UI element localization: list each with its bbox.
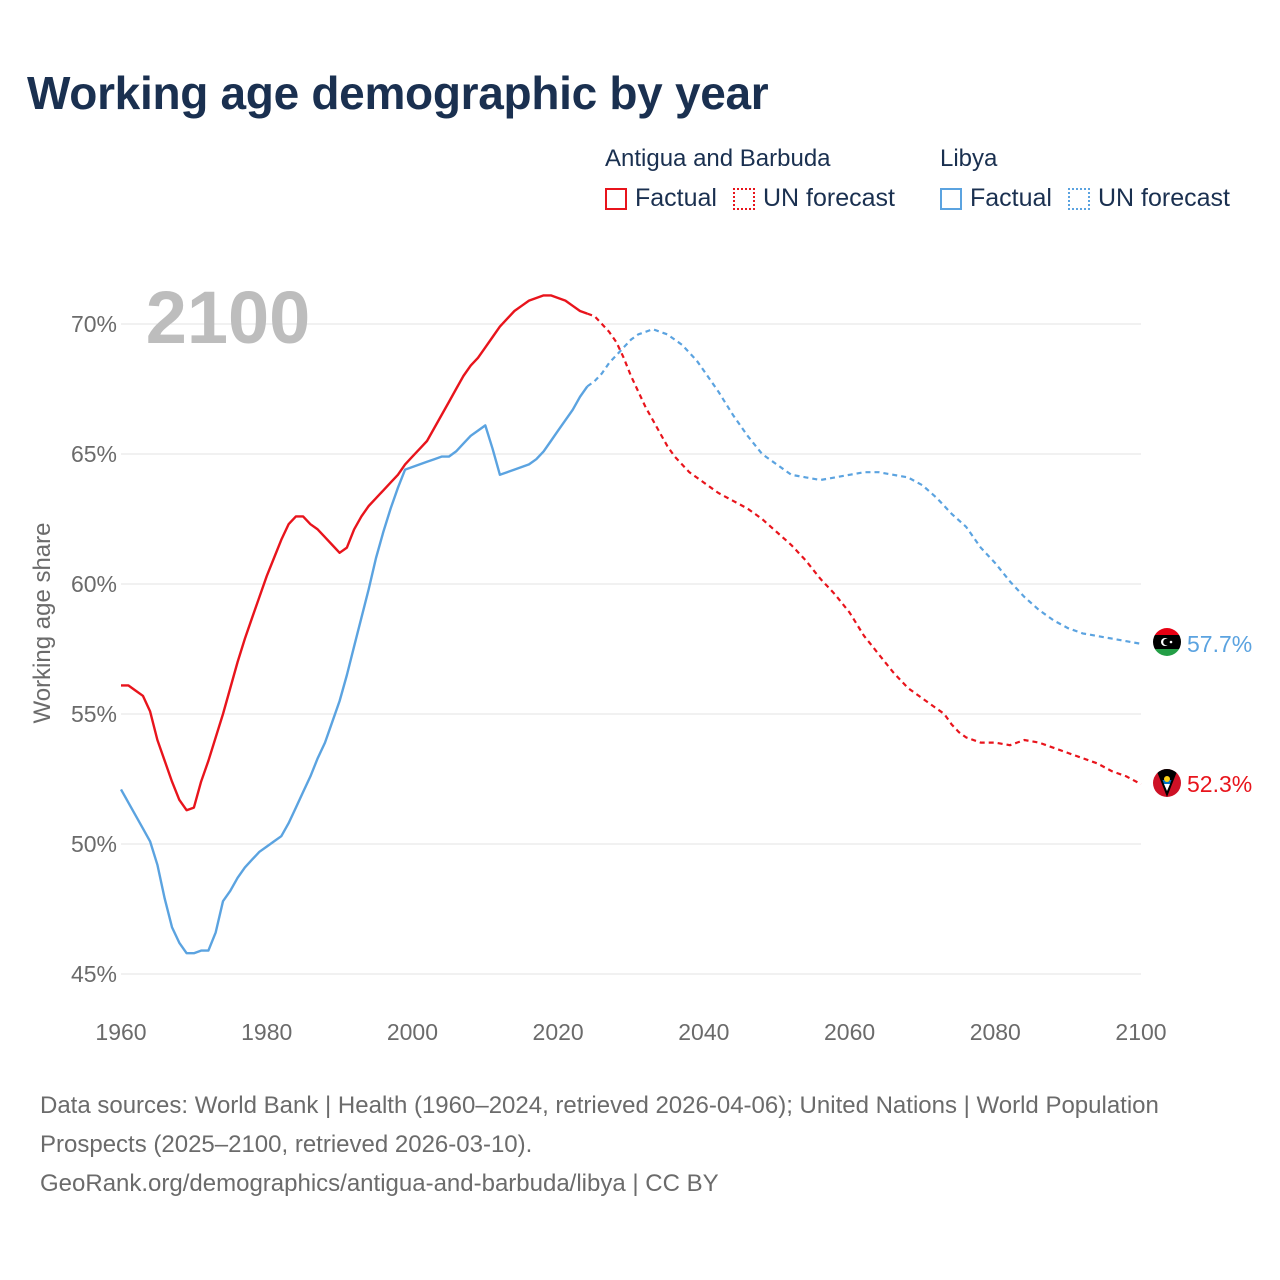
footer: Data sources: World Bank | Health (1960–… xyxy=(40,1086,1220,1203)
legend-item-label: Factual xyxy=(970,184,1052,212)
x-tick-label: 1960 xyxy=(95,1019,146,1045)
series-lines: 52.3% 57.7% xyxy=(119,294,1252,955)
y-tick-label: 45% xyxy=(71,961,117,987)
legend-group-title: Antigua and Barbuda xyxy=(605,145,831,172)
x-tick-label: 2040 xyxy=(678,1019,729,1045)
libya-flag-icon xyxy=(1153,628,1181,656)
legend-item-libya-forecast[interactable]: UN forecast xyxy=(1067,184,1230,213)
y-tick-label: 60% xyxy=(71,571,117,597)
data-sources-text: Data sources: World Bank | Health (1960–… xyxy=(40,1092,1159,1158)
legend-item-label: UN forecast xyxy=(762,184,895,212)
libya-end-value-label: 57.7% xyxy=(1187,631,1252,657)
grid-lines xyxy=(121,323,1141,975)
x-tick-label: 2020 xyxy=(533,1019,584,1045)
y-axis-ticks: 45% 50% 55% 60% 65% 70% xyxy=(71,311,117,987)
legend-swatch-solid xyxy=(605,187,627,210)
x-tick-label: 2000 xyxy=(387,1019,438,1045)
y-tick-label: 70% xyxy=(71,311,117,337)
antigua-and-barbuda-factual-line[interactable] xyxy=(121,294,588,812)
year-watermark: 2100 xyxy=(146,276,311,359)
source-url-text[interactable]: GeoRank.org/demographics/antigua-and-bar… xyxy=(40,1170,719,1197)
antigua-and-barbuda-flag-icon xyxy=(1153,769,1181,797)
y-axis-label: Working age share xyxy=(29,523,56,724)
y-tick-label: 65% xyxy=(71,441,117,467)
line-chart: 45% 50% 55% 60% 65% 70% 1960 1980 2000 2020 2040 2… xyxy=(29,276,1252,1045)
x-tick-label: 2080 xyxy=(970,1019,1021,1045)
x-tick-label: 1980 xyxy=(241,1019,292,1045)
legend-swatch-dotted xyxy=(1067,187,1090,210)
legend-item-libya-factual[interactable]: Factual xyxy=(940,184,1052,213)
legend-swatch-solid xyxy=(940,187,962,210)
chart-title: Working age demographic by year xyxy=(27,67,769,119)
antigua-and-barbuda-end-value-label: 52.3% xyxy=(1187,771,1252,797)
antigua-and-barbuda-forecast-line[interactable] xyxy=(586,312,1142,786)
legend-group-libya: Libya Factual UN forecast xyxy=(940,142,1246,213)
legend-group-antigua: Antigua and Barbuda Factual UN forecast xyxy=(605,142,911,213)
libya-factual-line[interactable] xyxy=(119,385,589,955)
y-tick-label: 55% xyxy=(71,701,117,727)
legend-item-antigua-factual[interactable]: Factual xyxy=(605,184,717,213)
libya-forecast-line[interactable] xyxy=(586,328,1142,645)
legend-item-label: UN forecast xyxy=(1097,184,1230,212)
legend-item-antigua-forecast[interactable]: UN forecast xyxy=(732,184,895,213)
legend-group-title: Libya xyxy=(940,145,998,172)
x-axis-ticks: 1960 1980 2000 2020 2040 2060 2080 2100 xyxy=(95,1019,1166,1045)
x-tick-label: 2060 xyxy=(824,1019,875,1045)
x-tick-label: 2100 xyxy=(1115,1019,1166,1045)
legend-swatch-dotted xyxy=(732,187,755,210)
legend-item-label: Factual xyxy=(635,184,717,212)
y-tick-label: 50% xyxy=(71,831,117,857)
